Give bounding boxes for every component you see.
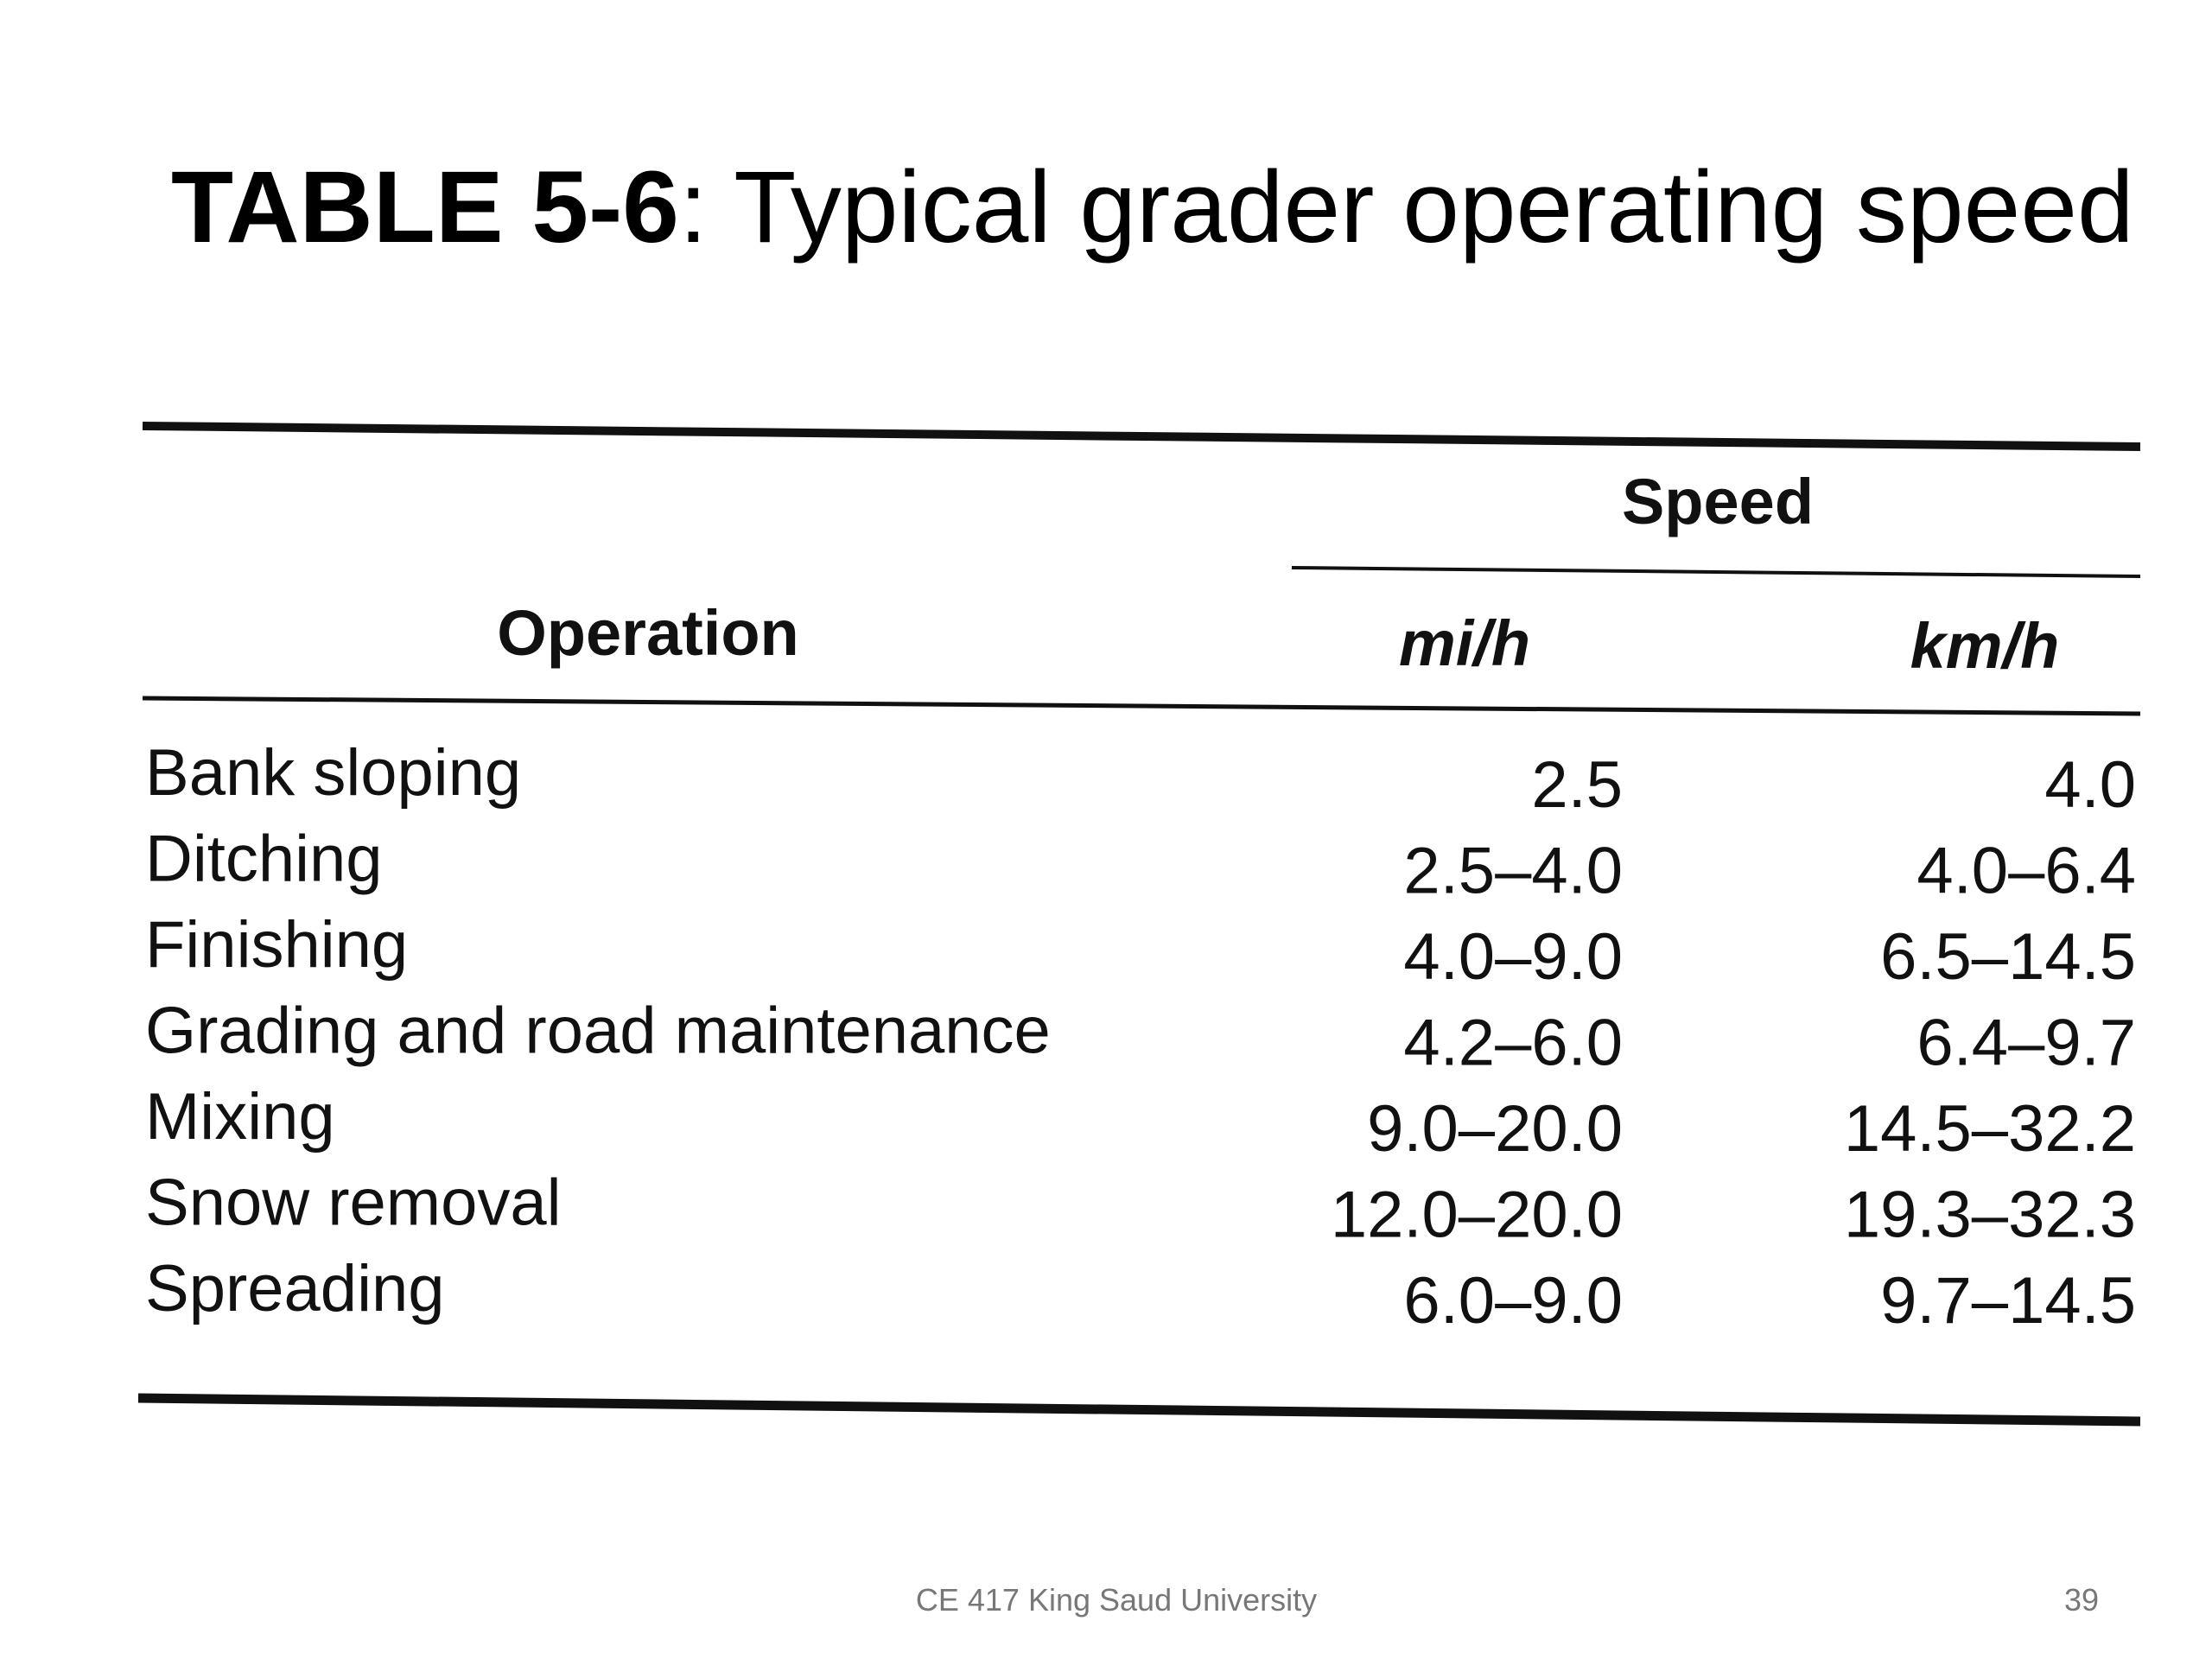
column-header: mi/h [1399, 607, 1530, 679]
operation-cell: Finishing [145, 908, 408, 982]
speed-cell: 9.7–14.5 [1880, 1264, 2136, 1338]
speed-cell: 6.5–14.5 [1880, 920, 2136, 994]
page-number: 39 [2064, 1582, 2099, 1618]
speed-cell: 14.5–32.2 [1844, 1092, 2136, 1166]
operation-cell: Ditching [145, 823, 383, 896]
group-header: Speed [1622, 466, 1814, 537]
operation-cell: Grading and road maintenance [145, 995, 1051, 1068]
speed-cell: 4.0–9.0 [1403, 920, 1623, 994]
group-rule [1291, 566, 2141, 578]
operation-cell: Mixing [145, 1080, 335, 1154]
column-header: km/h [1910, 610, 2060, 682]
speed-cell: 4.0 [2044, 748, 2136, 822]
top-rule [142, 422, 2141, 451]
speed-cell: 12.0–20.0 [1331, 1179, 1623, 1252]
operation-cell: Bank sloping [145, 736, 521, 810]
speed-cell: 2.5–4.0 [1403, 835, 1623, 908]
footer: CE 417 King Saud University [916, 1582, 1317, 1618]
speed-cell: 2.5 [1531, 748, 1623, 822]
title-text: : Typical grader operating speed [679, 150, 2134, 264]
title-label: TABLE 5-6 [171, 150, 679, 264]
slide-title: TABLE 5-6: Typical grader operating spee… [171, 150, 2134, 264]
column-header: Operation [497, 597, 798, 669]
header-rule [142, 696, 2141, 716]
operation-cell: Spreading [145, 1252, 445, 1325]
speed-cell: 6.0–9.0 [1403, 1264, 1623, 1338]
speed-cell: 4.2–6.0 [1403, 1007, 1623, 1080]
bottom-rule [137, 1393, 2141, 1427]
speed-cell: 4.0–6.4 [1916, 835, 2136, 908]
speed-cell: 9.0–20.0 [1367, 1092, 1623, 1166]
operation-cell: Snow removal [145, 1166, 562, 1240]
speed-cell: 6.4–9.7 [1916, 1007, 2136, 1080]
speed-cell: 19.3–32.3 [1844, 1179, 2136, 1252]
